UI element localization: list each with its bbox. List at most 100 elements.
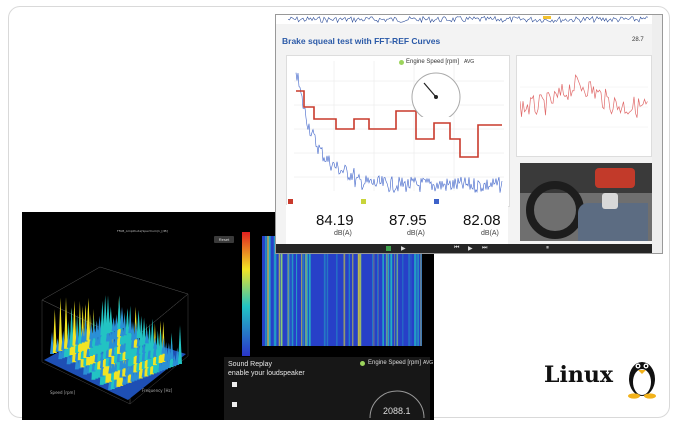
waterfall-plot-title: FFAB_Amplitude(Spectrum)1_[dB] (117, 229, 168, 233)
waterfall-spike (92, 324, 96, 339)
trend-chart (520, 74, 648, 128)
spectrogram-streak (281, 236, 283, 346)
spectrogram-streak (336, 236, 338, 346)
waterfall-spike (161, 337, 166, 354)
waterfall-spike (133, 321, 138, 340)
metric-unit-1: dB(A) (334, 230, 352, 237)
spectrogram-streak (396, 236, 398, 346)
spectrum-line (295, 72, 503, 194)
spectrogram-streak (360, 236, 362, 346)
forward-icon[interactable]: ⏭ (482, 245, 488, 251)
waterfall-spike (78, 315, 82, 344)
spectrogram-streak (418, 236, 420, 346)
overview-waveform (288, 16, 648, 23)
waterfall-spike (111, 336, 116, 348)
spectrogram-streak (373, 236, 375, 346)
play-icon[interactable]: ▶ (468, 246, 473, 252)
waterfall-spike (164, 342, 169, 361)
spectrogram-streak (414, 236, 415, 346)
record-icon[interactable] (386, 246, 391, 251)
waterfall-spike (89, 322, 94, 340)
spectrogram-streaks (265, 236, 422, 346)
spectrogram-streak (267, 236, 269, 346)
waterfall-spike (158, 328, 163, 355)
playback-toolbar: ▶ ⏮ ▶ ⏭ ⏸ (276, 244, 652, 253)
waterfall-spike (64, 297, 68, 349)
waterfall-spike (108, 306, 113, 333)
page-number: 28.7 (632, 37, 644, 43)
spectrogram-streak (396, 236, 399, 346)
spectrogram-streak (387, 236, 390, 346)
waterfall-spike (178, 325, 182, 364)
light-gauge-label: Engine Speed [rpm] (406, 59, 460, 65)
spectrogram-streak (372, 236, 373, 346)
spectrogram-streak (273, 236, 276, 346)
waterfall-spike (86, 297, 91, 341)
waterfall-spike (50, 331, 54, 354)
waterfall-spike (83, 317, 88, 342)
waterfall-spike (142, 317, 147, 345)
spectrogram-streak (296, 236, 298, 346)
waterfall-spike (172, 354, 177, 367)
spectrogram-streak (377, 236, 378, 346)
metric-unit-3: dB(A) (481, 230, 499, 237)
waterfall-spike (75, 328, 80, 345)
waterfall-spike (100, 300, 105, 336)
spectrogram-streak (417, 236, 419, 346)
spectrogram-streak (420, 236, 422, 346)
waterfall-spike (120, 306, 124, 328)
light-engine-gauge (411, 72, 461, 117)
waterfall-spike (58, 297, 63, 351)
spectrogram-streak (302, 236, 305, 346)
spectrogram-streak (343, 236, 346, 346)
waterfall-spike (125, 308, 130, 335)
spectrogram-streak (390, 236, 393, 346)
waterfall-spike (153, 337, 158, 349)
waterfall-spike (69, 307, 74, 347)
replay-checkbox-2[interactable] (232, 402, 237, 407)
spectrogram-streak (289, 236, 291, 346)
spectrogram-streak (359, 236, 362, 346)
waterfall-spike (105, 325, 110, 342)
cursor-icon[interactable]: ▶ (401, 246, 406, 252)
reset-button[interactable]: Reset (214, 236, 234, 243)
spectrogram-streak (308, 236, 311, 346)
waterfall-spike (147, 323, 152, 351)
sound-replay-title: Sound Replay (228, 361, 272, 368)
pause-icon[interactable]: ⏸ (546, 245, 550, 251)
spectrogram-streak (390, 236, 393, 346)
waterfall-spike (72, 300, 77, 346)
spectrogram-streak (414, 236, 417, 346)
spectrogram-streak (420, 236, 422, 346)
replay-checkbox-1[interactable] (232, 382, 237, 387)
spectrogram-streak (378, 236, 379, 346)
waterfall-spike (150, 318, 155, 350)
spectrogram-streak (414, 236, 416, 346)
waterfall-spike (106, 295, 110, 334)
waterfall-spike (97, 315, 102, 337)
light-analysis-screenshot: Brake squeal test with FFT-REF Curves 28… (275, 14, 663, 254)
spectrogram-streak (390, 236, 392, 346)
spectrogram-streak (410, 236, 412, 346)
spectrogram-streak (286, 236, 289, 346)
spectrogram-streak (287, 236, 289, 346)
spectrogram-streak (402, 236, 404, 346)
rewind-icon[interactable]: ⏮ (454, 245, 460, 251)
light-gauge-status-dot (399, 60, 404, 65)
metric-value-2: 87.95 (389, 212, 427, 229)
waterfall-spike (122, 315, 127, 336)
metrics-panel (286, 205, 508, 245)
vehicle-camera-image (520, 163, 652, 241)
tool-sidebar (652, 15, 662, 253)
waterfall-spike (124, 360, 129, 376)
waterfall-spike (108, 325, 113, 341)
metric-value-1: 84.19 (316, 212, 354, 229)
waterfall-spike (80, 327, 85, 343)
waterfall-spikes (50, 295, 182, 390)
spectrogram-streak (408, 236, 410, 346)
spectrogram-streak (306, 236, 309, 346)
spectrogram-streak (301, 236, 303, 346)
waterfall-spike (166, 342, 171, 360)
spectrogram-streak (385, 236, 387, 346)
waterfall-spike (111, 317, 116, 332)
